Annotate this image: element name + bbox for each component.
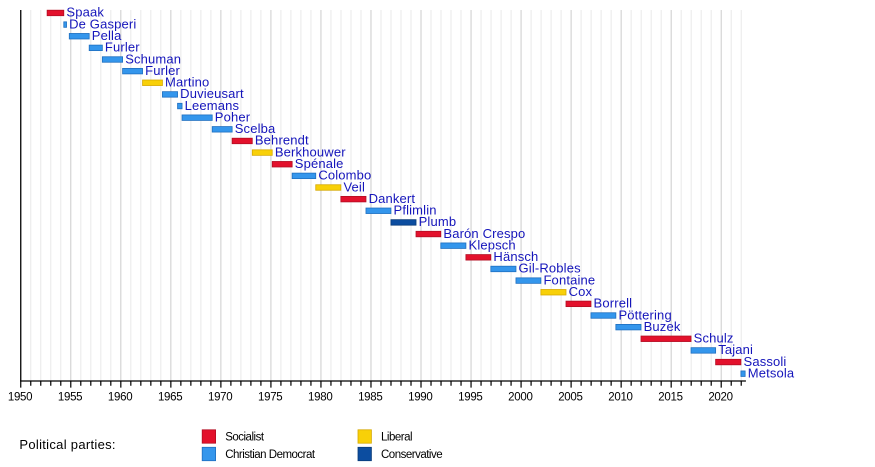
svg-text:Leemans: Leemans [185,98,240,113]
svg-text:Pflimlin: Pflimlin [394,203,437,218]
svg-text:1995: 1995 [458,392,482,404]
svg-text:Borrell: Borrell [594,296,633,311]
svg-text:1960: 1960 [108,392,132,404]
svg-text:Cox: Cox [569,284,593,299]
svg-text:Schuman: Schuman [125,51,181,66]
svg-text:Political parties:: Political parties: [19,437,115,452]
svg-text:Duvieusart: Duvieusart [180,86,244,101]
svg-text:Metsola: Metsola [748,365,795,380]
svg-text:Sassoli: Sassoli [744,354,787,369]
svg-text:Hänsch: Hänsch [493,249,538,264]
svg-text:Klepsch: Klepsch [469,237,516,252]
svg-text:Furler: Furler [145,63,180,78]
svg-text:Veil: Veil [343,179,365,194]
svg-text:Tajani: Tajani [718,342,753,357]
svg-text:Furler: Furler [105,40,140,55]
svg-text:Colombo: Colombo [318,168,371,183]
svg-text:Spaak: Spaak [66,5,104,20]
svg-text:1980: 1980 [308,392,332,404]
svg-text:Spénale: Spénale [295,156,344,171]
svg-text:2005: 2005 [558,392,582,404]
svg-text:1985: 1985 [358,392,382,404]
svg-text:2010: 2010 [608,392,632,404]
svg-text:De Gasperi: De Gasperi [69,16,136,31]
svg-text:Buzek: Buzek [644,319,681,334]
svg-text:Liberal: Liberal [381,432,412,444]
svg-text:Plumb: Plumb [419,214,457,229]
svg-text:2000: 2000 [508,392,532,404]
svg-text:1975: 1975 [258,392,282,404]
svg-text:Socialist: Socialist [225,432,265,444]
svg-text:1955: 1955 [58,392,82,404]
svg-text:2015: 2015 [658,392,682,404]
svg-text:Berkhouwer: Berkhouwer [275,144,346,159]
svg-text:Martino: Martino [165,75,209,90]
svg-text:Behrendt: Behrendt [255,133,309,148]
svg-text:Dankert: Dankert [369,191,416,206]
svg-text:Christian Democrat: Christian Democrat [225,449,316,461]
svg-text:1950: 1950 [8,392,32,404]
svg-text:1970: 1970 [208,392,232,404]
svg-text:Barón Crespo: Barón Crespo [443,226,525,241]
svg-text:2020: 2020 [708,392,732,404]
svg-text:Gil-Robles: Gil-Robles [519,261,582,276]
svg-text:Fontaine: Fontaine [543,272,595,287]
svg-text:1990: 1990 [408,392,432,404]
svg-text:1965: 1965 [158,392,182,404]
svg-text:Poher: Poher [215,109,251,124]
svg-text:Schulz: Schulz [694,331,734,346]
svg-text:Pella: Pella [92,28,122,43]
svg-text:Scelba: Scelba [235,121,276,136]
svg-text:Pöttering: Pöttering [618,307,671,322]
svg-text:Conservative: Conservative [381,449,442,461]
